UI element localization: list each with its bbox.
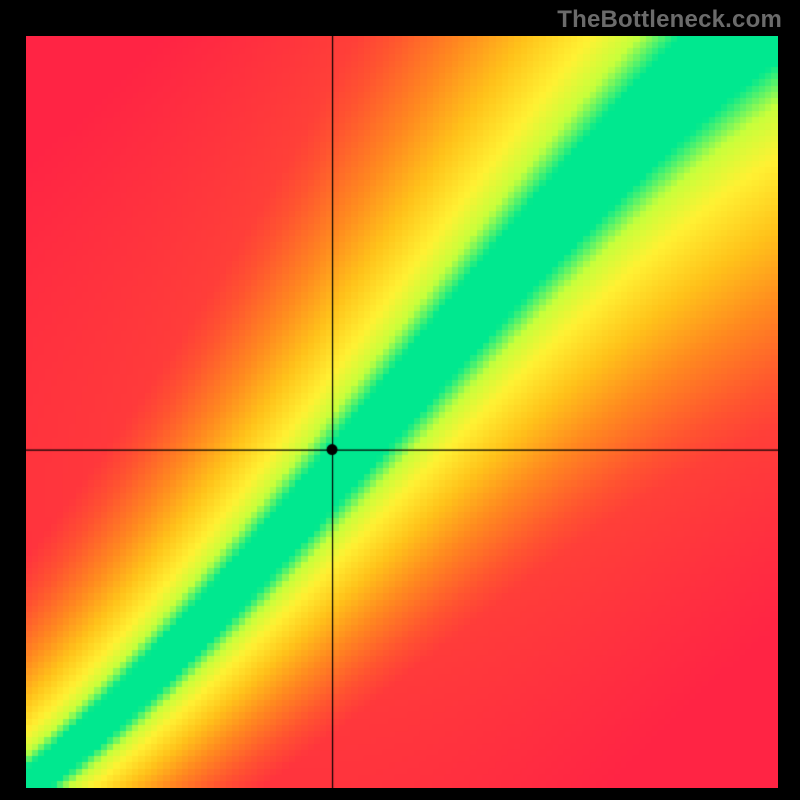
watermark-text: TheBottleneck.com — [557, 6, 782, 34]
heatmap-canvas — [26, 36, 778, 788]
chart-container: TheBottleneck.com — [0, 0, 800, 800]
